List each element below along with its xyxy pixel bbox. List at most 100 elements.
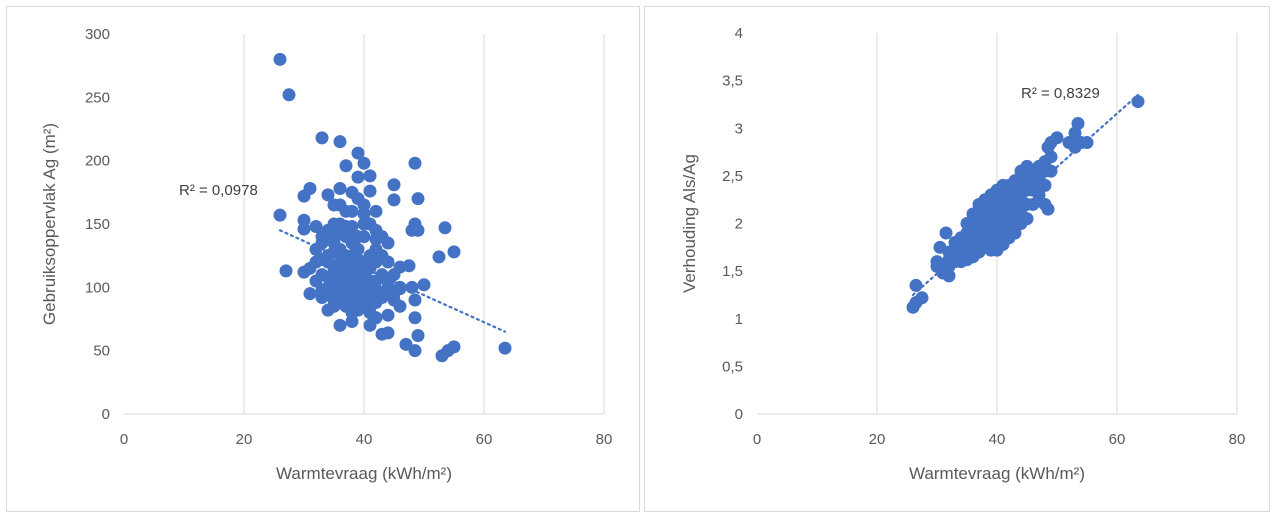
data-point (399, 337, 413, 351)
data-point (282, 88, 296, 102)
data-point (984, 243, 998, 257)
data-point (1020, 212, 1034, 226)
data-point (273, 208, 287, 222)
data-point (333, 258, 347, 272)
y-tick-label: 50 (93, 343, 110, 360)
data-point (411, 192, 425, 206)
chart-panel-left: 0 20 40 60 80 0 50 100 150 200 250 300 R² = 0,0978 Wa… (6, 6, 640, 512)
data-point (315, 230, 329, 244)
data-point (942, 269, 956, 283)
data-point (447, 340, 461, 354)
data-point (381, 308, 395, 322)
data-point (1038, 178, 1052, 192)
data-point (303, 287, 317, 301)
y-tick-label: 3,5 (722, 73, 743, 90)
data-point (498, 341, 512, 355)
data-point (333, 182, 347, 196)
data-point (309, 220, 323, 234)
data-point (411, 328, 425, 342)
x-tick-label: 0 (753, 431, 761, 448)
data-point (363, 184, 377, 198)
data-point (1008, 183, 1022, 197)
data-point (408, 293, 422, 307)
data-point (315, 252, 329, 266)
r-squared-label: R² = 0,8329 (1021, 85, 1100, 102)
x-tick-label: 60 (1109, 431, 1126, 448)
data-point (909, 278, 923, 292)
x-tick-label: 20 (236, 431, 253, 448)
y-tick-label: 150 (85, 216, 110, 233)
data-point (345, 306, 359, 320)
trendline (911, 93, 1140, 297)
data-point (333, 198, 347, 212)
data-point (351, 170, 365, 184)
data-point (393, 280, 407, 294)
y-tick-label: 0 (735, 406, 743, 423)
data-point (303, 182, 317, 196)
data-point (408, 311, 422, 325)
y-tick-label: 2,5 (722, 168, 743, 185)
x-tick-label: 80 (596, 431, 613, 448)
data-point (1026, 178, 1040, 192)
data-point (363, 299, 377, 313)
data-point (1008, 226, 1022, 240)
data-point (915, 291, 929, 305)
x-tick-label: 0 (120, 431, 128, 448)
data-point (417, 278, 431, 292)
y-tick-label: 4 (735, 25, 743, 42)
x-axis-title: Warmtevraag (kWh/m²) (276, 464, 452, 483)
data-point (1071, 116, 1085, 130)
data-point (447, 245, 461, 259)
x-axis-title: Warmtevraag (kWh/m²) (909, 464, 1085, 483)
data-point (942, 253, 956, 267)
y-tick-label: 100 (85, 279, 110, 296)
data-point (357, 156, 371, 170)
data-point (315, 290, 329, 304)
data-point (339, 220, 353, 234)
data-point (387, 193, 401, 207)
data-point (321, 188, 335, 202)
data-point (432, 250, 446, 264)
data-point (393, 299, 407, 313)
data-point (351, 242, 365, 256)
y-tick-label: 0 (102, 406, 110, 423)
y-tick-label: 1,5 (722, 263, 743, 280)
data-point (327, 236, 341, 250)
data-point (1131, 95, 1145, 109)
data-point (315, 131, 329, 145)
data-point (351, 296, 365, 310)
x-tick-label: 20 (869, 431, 886, 448)
data-point (387, 178, 401, 192)
scatter-chart-left: 0 20 40 60 80 0 50 100 150 200 250 300 R² = 0,0978 Wa… (40, 26, 613, 483)
data-point (321, 280, 335, 294)
data-point (369, 232, 383, 246)
data-point (351, 268, 365, 282)
data-point (333, 318, 347, 332)
data-point (363, 249, 377, 263)
data-point (411, 223, 425, 237)
x-tick-label: 40 (989, 431, 1006, 448)
data-point (327, 217, 341, 231)
data-point (1038, 155, 1052, 169)
data-point (1032, 188, 1046, 202)
data-point (303, 261, 317, 275)
data-point (309, 274, 323, 288)
data-point (339, 278, 353, 292)
y-axis-title: Gebruiksoppervlak Ag (m²) (40, 123, 59, 325)
data-point (357, 217, 371, 231)
x-tick-label: 40 (356, 431, 373, 448)
data-point (369, 274, 383, 288)
data-point (375, 327, 389, 341)
y-tick-label: 300 (85, 26, 110, 43)
data-point (363, 169, 377, 183)
r-squared-label: R² = 0,0978 (179, 182, 258, 199)
data-point (279, 264, 293, 278)
y-axis-title: Verhouding Als/Ag (680, 154, 699, 293)
x-tick-label: 60 (476, 431, 493, 448)
data-point (273, 52, 287, 66)
data-point (297, 222, 311, 236)
data-point (1020, 159, 1034, 173)
chart-panel-right: 0 20 40 60 80 0 0,5 1 1,5 2 2,5 3 3,5 4 R² = 0,8329 War… (644, 6, 1270, 512)
data-point (408, 344, 422, 358)
data-point (405, 280, 419, 294)
